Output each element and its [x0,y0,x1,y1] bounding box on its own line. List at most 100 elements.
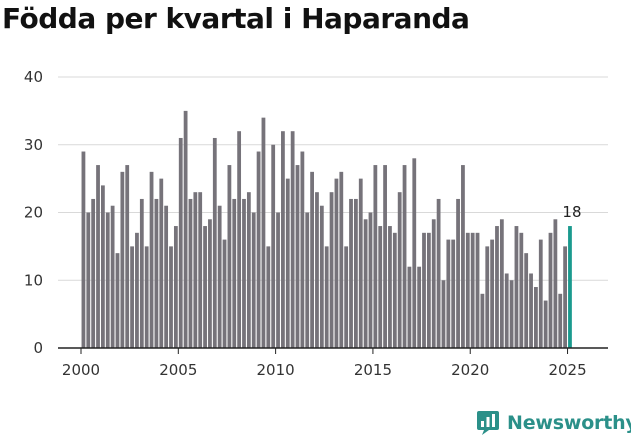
x-tick-label-2020: 2020 [451,361,489,379]
bar [285,178,290,349]
y-tick-label-20: 20 [24,204,43,222]
bar [490,239,495,348]
bar [480,293,485,348]
bar [529,273,533,348]
bar [456,198,460,348]
bar [475,232,480,348]
bar [154,198,159,348]
bar [173,226,178,348]
bar [183,110,188,349]
bar [86,212,91,348]
x-tick-label-2005: 2005 [159,361,197,379]
newsworthy-brand-name: Newsworthy [507,412,631,434]
bar [144,246,149,349]
bar [470,232,475,348]
bar [436,198,441,348]
bar [334,178,339,349]
bar [392,232,397,348]
bar [524,253,529,348]
bar [188,198,193,348]
bar [558,293,563,348]
bar [222,239,227,348]
bar [101,185,105,348]
bar [422,232,426,348]
bar [553,219,558,348]
bar [251,212,256,348]
bar [451,239,456,348]
bar [139,198,144,348]
bar [543,300,548,348]
bar [261,117,266,349]
y-tick-label-0: 0 [33,339,43,357]
bar [363,219,368,348]
bar-highlighted [568,226,572,348]
bar [499,219,504,348]
bar [509,280,514,348]
bar [159,178,164,349]
bar [237,131,242,348]
highlight-value-label: 18 [562,203,581,221]
bar [105,212,110,348]
bar [373,165,378,348]
bar [388,226,392,348]
bar [169,246,173,349]
bar [178,137,183,348]
bar [281,131,285,348]
bar [305,212,310,348]
bar [368,212,373,348]
bar [256,151,261,348]
bar [81,151,86,348]
bar [96,165,100,348]
bar [91,198,96,348]
bar [149,171,154,348]
bar [504,273,509,348]
bar [329,192,334,348]
y-tick-label-10: 10 [24,271,43,289]
bar [300,151,305,348]
bar [242,198,246,348]
bar [290,131,295,348]
x-tick-label-2025: 2025 [548,361,586,379]
bar [378,226,383,348]
bar [446,239,451,348]
bar [534,287,538,348]
y-tick-labels: 0 10 20 30 40 [24,68,43,357]
bar [548,232,553,348]
x-tick-labels: 2000 2005 2010 2015 2020 2025 [62,361,587,379]
bar [538,239,543,348]
bar [519,232,524,348]
bar [217,205,222,348]
bar [212,137,217,348]
x-tick-label-2010: 2010 [257,361,295,379]
bar [563,246,567,349]
bar [412,158,417,348]
bar [354,198,358,348]
x-tick-label-2000: 2000 [62,361,100,379]
bar [271,144,276,348]
bar [310,171,314,348]
x-axis [58,347,608,354]
bar [232,198,237,348]
bars [81,110,572,349]
bar [198,192,203,348]
data-labels: 18 [562,203,581,221]
newsworthy-logo: Newsworthy [476,408,631,438]
bar [426,232,431,348]
bar [441,280,446,348]
bar [407,266,412,348]
bar [266,246,271,349]
bar [227,165,232,348]
bar [276,212,280,348]
bar [125,165,130,348]
bar [135,232,139,348]
bar [246,192,251,348]
bar [349,198,353,348]
bar [120,171,125,348]
bar [431,219,436,348]
bar [402,165,407,348]
x-tick-label-2015: 2015 [354,361,392,379]
bar [208,219,212,348]
bar [358,178,363,349]
bar [164,205,169,348]
